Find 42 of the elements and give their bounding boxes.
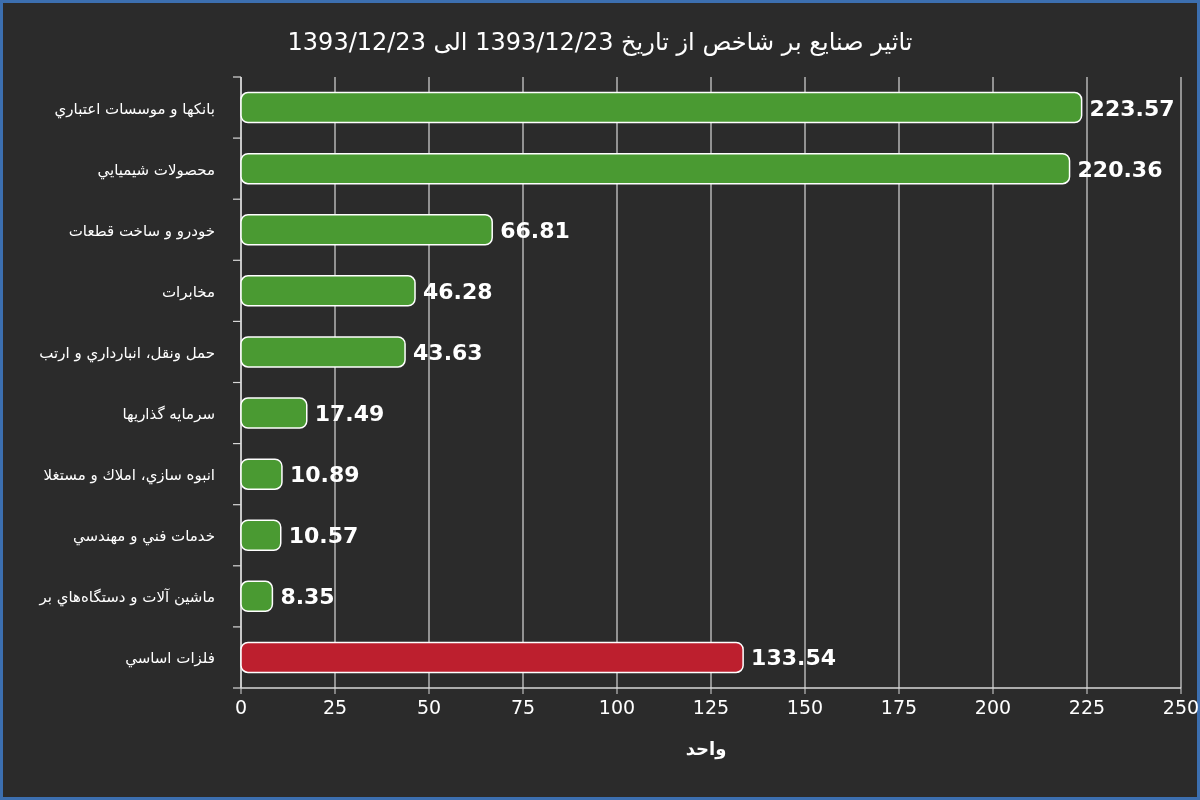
y-tick-label: سرمايه گذاريها bbox=[122, 405, 215, 424]
data-label: 17.49 bbox=[314, 401, 385, 427]
bar bbox=[240, 641, 744, 674]
x-tick-label: 25 bbox=[322, 696, 348, 718]
y-tick-label: محصولات شيميايي bbox=[97, 160, 215, 180]
y-tick-label: حمل ونقل، انبارداري و ارتب bbox=[39, 343, 215, 363]
bar bbox=[240, 336, 406, 368]
bar bbox=[240, 91, 1083, 124]
x-tick-label: 200 bbox=[974, 696, 1012, 718]
bar bbox=[240, 580, 274, 613]
data-label: 133.54 bbox=[751, 645, 837, 671]
bar bbox=[240, 152, 1071, 185]
bar bbox=[240, 275, 416, 307]
data-label: 66.81 bbox=[500, 217, 570, 243]
y-tick-label: مخابرات bbox=[161, 282, 215, 301]
x-tick-label: 175 bbox=[880, 696, 918, 718]
bar bbox=[240, 397, 308, 429]
chart-title: تاثیر صنایع بر شاخص از تاریخ 1393/12/23 الی 1393/12/23 bbox=[287, 28, 913, 56]
y-tick-label: خدمات فني و مهندسي bbox=[72, 527, 215, 547]
x-tick-label: 225 bbox=[1068, 696, 1106, 718]
y-tick-label: خودرو و ساخت قطعات bbox=[68, 221, 215, 240]
bar bbox=[240, 214, 493, 246]
y-tick-label: فلزات اساسي bbox=[125, 649, 215, 669]
data-label: 10.57 bbox=[288, 523, 359, 549]
data-label: 220.36 bbox=[1077, 156, 1163, 182]
y-tick-label: ماشين آلات و دستگاه‌هاي بر bbox=[38, 588, 215, 608]
data-label: 8.35 bbox=[280, 584, 335, 610]
x-tick-label: 125 bbox=[692, 696, 730, 718]
bar bbox=[240, 519, 282, 551]
x-tick-label: 75 bbox=[510, 696, 536, 718]
data-label: 43.63 bbox=[413, 339, 483, 365]
data-label: 10.89 bbox=[289, 462, 360, 488]
bar bbox=[240, 458, 283, 490]
x-tick-label: 100 bbox=[598, 696, 636, 718]
y-tick-label: انبوه سازي، املاك و مستغلا bbox=[43, 466, 215, 486]
y-tick-label: بانکها و موسسات اعتباري bbox=[54, 99, 215, 119]
x-tick-label: 50 bbox=[416, 696, 442, 718]
x-tick-label: 0 bbox=[234, 696, 248, 718]
x-tick-label: 150 bbox=[786, 696, 824, 718]
data-label: 223.57 bbox=[1089, 95, 1175, 121]
x-axis-title: واحد bbox=[685, 738, 727, 760]
data-label: 46.28 bbox=[423, 278, 493, 304]
